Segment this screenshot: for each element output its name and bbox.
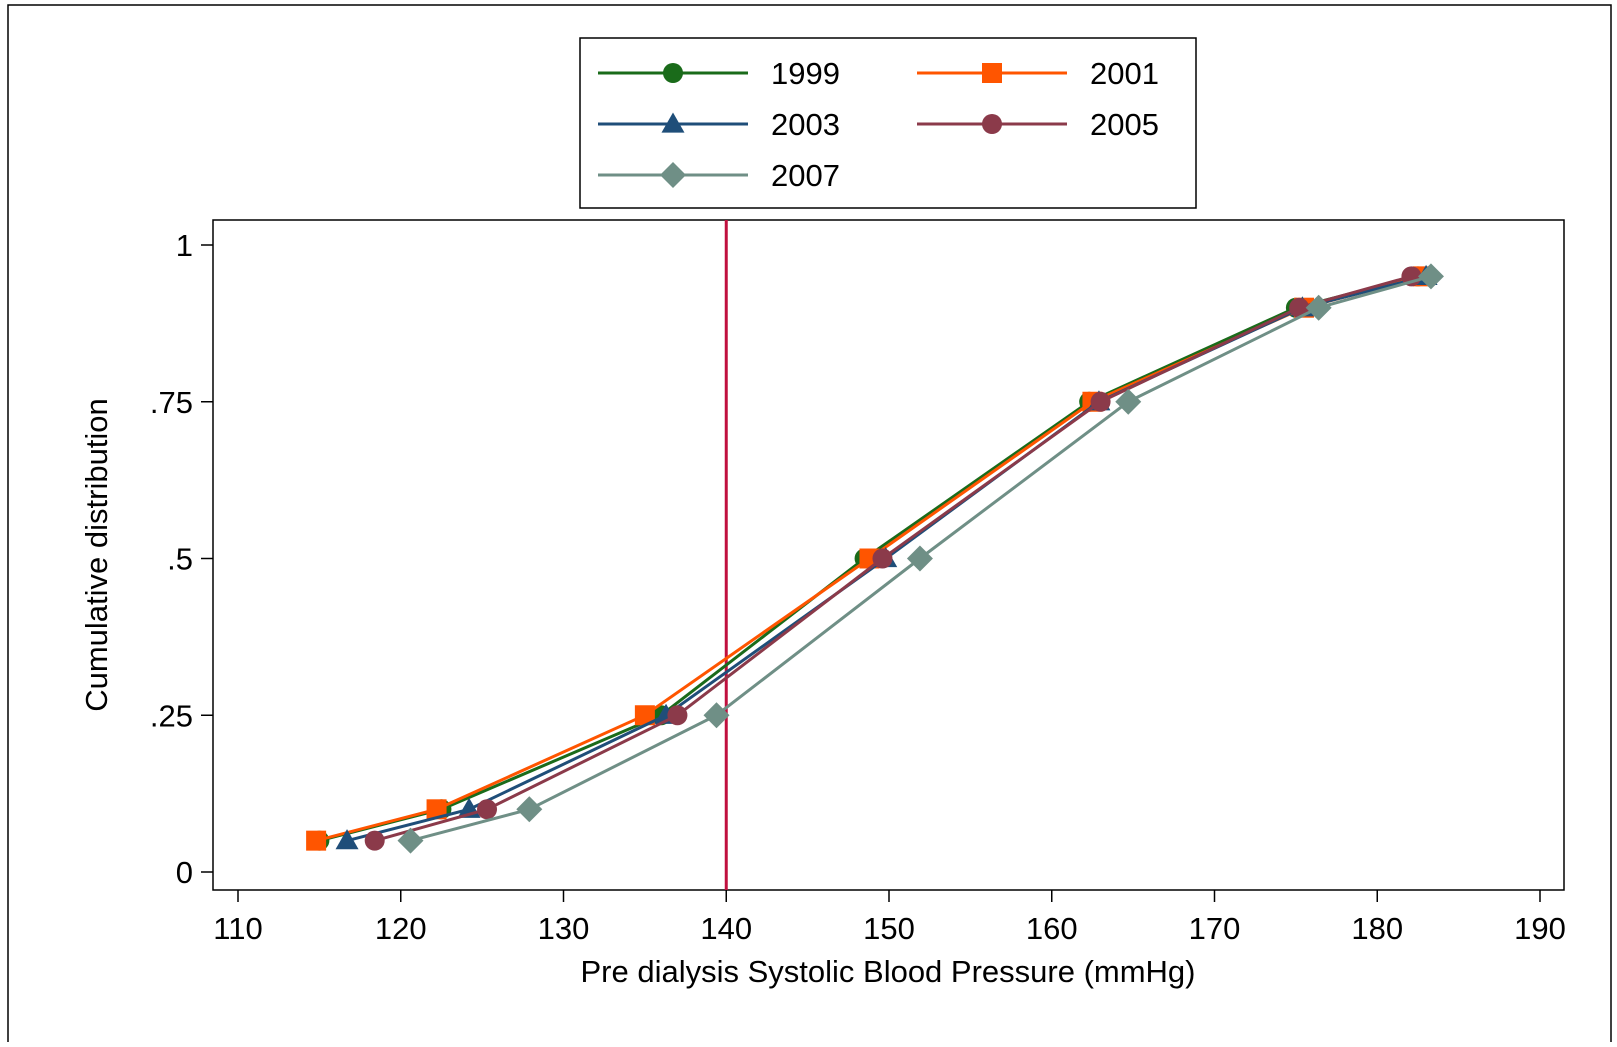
- data-point-2005: [872, 548, 893, 569]
- data-point-2005: [1090, 391, 1111, 412]
- x-tick-label: 120: [375, 911, 427, 946]
- legend-label-2001: 2001: [1090, 56, 1159, 91]
- x-tick-label: 130: [538, 911, 590, 946]
- data-point-2005: [1289, 297, 1310, 318]
- legend: 1999 2001 2003 2005 2007: [579, 37, 1197, 209]
- data-point-2003: [335, 829, 359, 850]
- legend-marker-2001: [982, 63, 1002, 83]
- data-point-2001: [306, 830, 327, 851]
- y-tick-label: .25: [150, 698, 193, 733]
- y-tick-label: .75: [150, 385, 193, 420]
- x-axis-label: Pre dialysis Systolic Blood Pressure (mm…: [580, 954, 1195, 989]
- legend-marker-2007: [660, 162, 686, 188]
- data-point-2007: [397, 827, 424, 854]
- data-point-2007: [1417, 263, 1444, 290]
- data-point-2001: [426, 799, 447, 820]
- legend-label-2007: 2007: [771, 158, 840, 193]
- legend-marker-1999: [663, 63, 683, 83]
- legend-marker-2003: [661, 112, 685, 133]
- x-tick-label: 180: [1351, 911, 1403, 946]
- data-point-2007: [1305, 294, 1332, 321]
- legend-marker-2005: [982, 114, 1002, 134]
- series-2005: [364, 266, 1422, 851]
- data-point-2001: [634, 705, 655, 726]
- data-point-2007: [516, 796, 543, 823]
- series-2007: [397, 263, 1444, 854]
- legend-label-2005: 2005: [1090, 107, 1159, 142]
- y-tick-label: 0: [176, 855, 193, 890]
- x-tick-label: 160: [1026, 911, 1078, 946]
- data-point-2007: [906, 545, 933, 572]
- data-point-2007: [1115, 388, 1142, 415]
- legend-label-2003: 2003: [771, 107, 840, 142]
- y-tick-label: 1: [176, 228, 193, 263]
- x-tick-label: 170: [1189, 911, 1241, 946]
- legend-entry-2007: 2007: [598, 158, 840, 193]
- legend-label-1999: 1999: [771, 56, 840, 91]
- legend-entry-2005: 2005: [917, 107, 1159, 142]
- data-point-2005: [477, 799, 498, 820]
- y-tick-label: .5: [167, 542, 193, 577]
- x-tick-label: 140: [700, 911, 752, 946]
- y-axis-label: Cumulative distribution: [79, 398, 114, 712]
- x-tick-label: 110: [213, 911, 262, 946]
- legend-entry-2003: 2003: [598, 107, 840, 142]
- legend-entry-2001: 2001: [917, 56, 1159, 91]
- data-point-2007: [703, 702, 730, 729]
- x-tick-label: 150: [863, 911, 915, 946]
- data-point-2005: [364, 830, 385, 851]
- data-point-2005: [667, 705, 688, 726]
- legend-entry-1999: 1999: [598, 56, 840, 91]
- x-tick-label: 190: [1514, 911, 1566, 946]
